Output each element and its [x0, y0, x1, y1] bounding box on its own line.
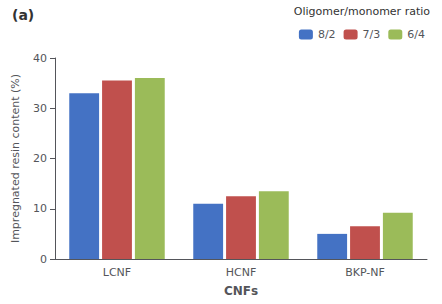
svg-text:20: 20: [33, 152, 47, 165]
svg-text:BKP-NF: BKP-NF: [345, 266, 385, 279]
svg-text:10: 10: [33, 202, 47, 215]
svg-text:LCNF: LCNF: [103, 266, 131, 279]
svg-text:Oligomer/monomer ratio: Oligomer/monomer ratio: [294, 5, 430, 18]
svg-text:HCNF: HCNF: [226, 266, 257, 279]
svg-text:6/4: 6/4: [407, 28, 425, 41]
svg-text:Impregnated resin content (%): Impregnated resin content (%): [9, 74, 22, 243]
svg-text:8/2: 8/2: [318, 28, 336, 41]
svg-text:(a): (a): [12, 7, 34, 23]
svg-text:CNFs: CNFs: [224, 284, 258, 298]
svg-text:30: 30: [33, 102, 47, 115]
svg-text:40: 40: [33, 52, 47, 65]
svg-text:7/3: 7/3: [363, 28, 381, 41]
svg-text:0: 0: [40, 253, 47, 266]
